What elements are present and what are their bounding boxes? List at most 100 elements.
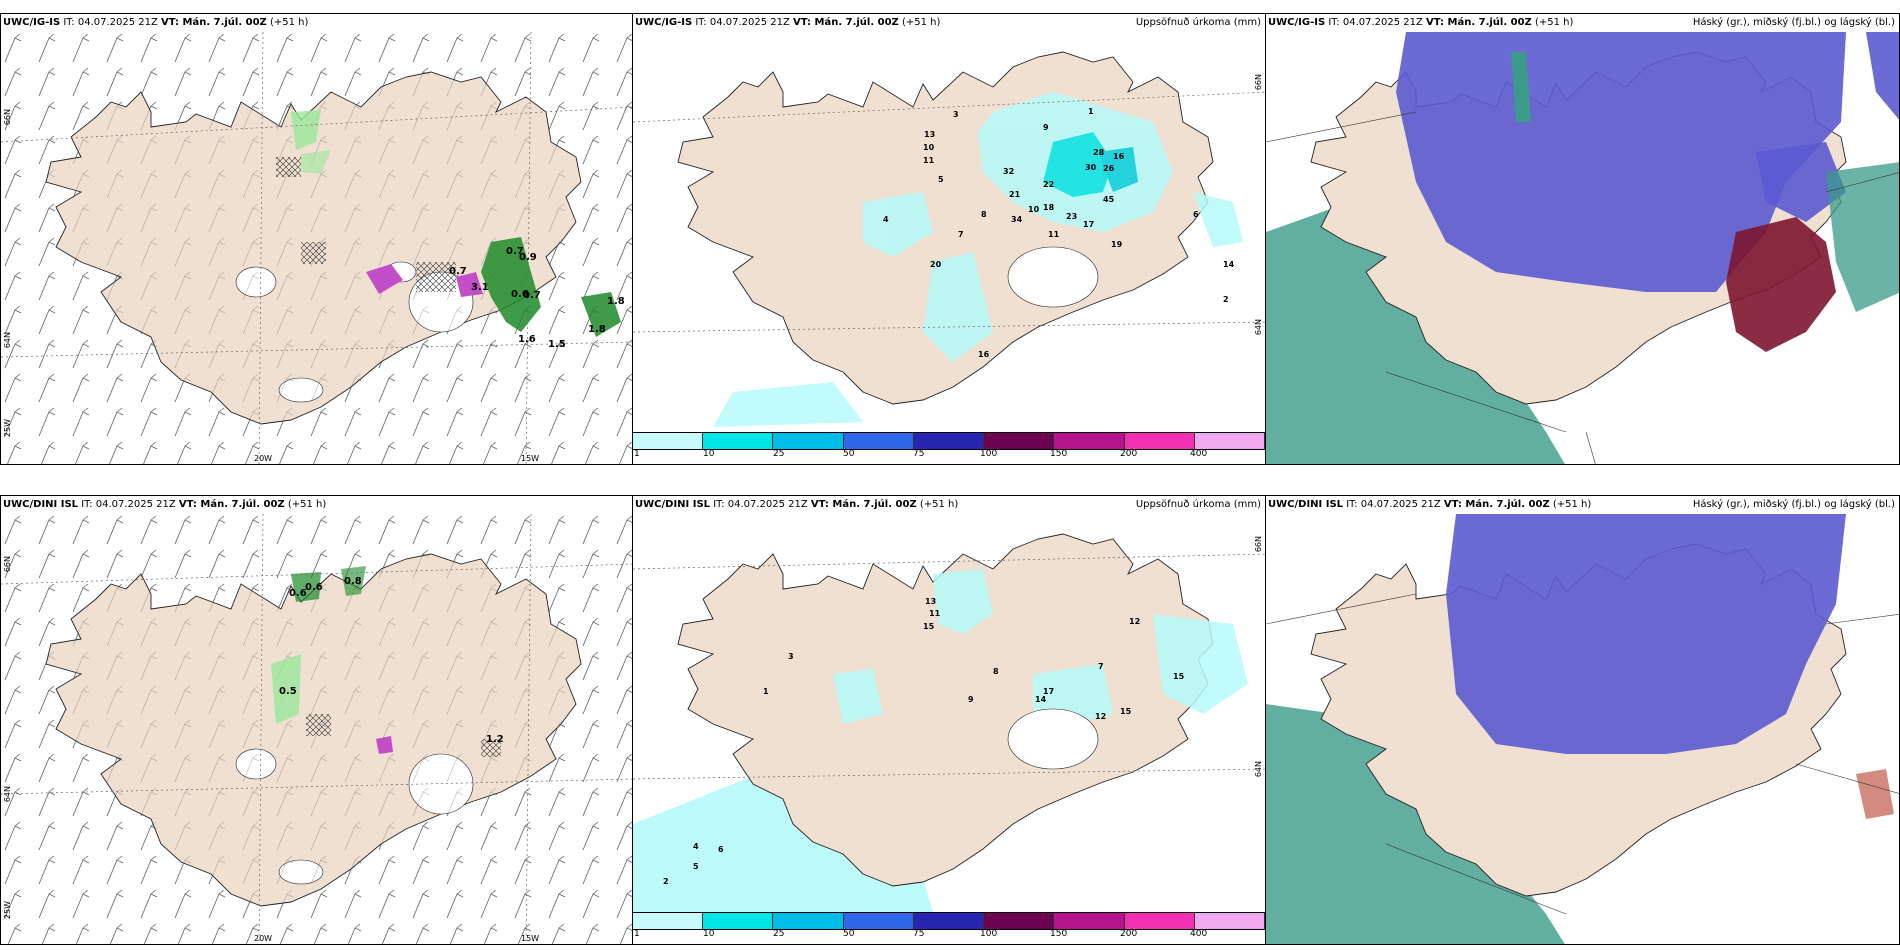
precip-value: 5: [938, 175, 944, 184]
precip-map: 13 11 15 12 17 14 15 12 15 6 8 5 4 2 3 1…: [633, 533, 1265, 912]
lat-label: 66N: [3, 109, 12, 126]
wind-value: 1.8: [607, 296, 625, 307]
model-name: UWC/IG-IS: [3, 17, 61, 28]
precip-value: 23: [1066, 212, 1077, 221]
lead-time: (+51 h): [266, 17, 309, 28]
legend-colorbar: [633, 432, 1265, 450]
wind-value: 0.9: [519, 252, 537, 263]
init-time: IT: 04.07.2025 21Z: [1325, 17, 1427, 28]
legend-tick: 100: [980, 929, 998, 939]
wind-value: 0.5: [279, 686, 297, 697]
legend-tick: 100: [980, 449, 998, 459]
legend-tick: 200: [1120, 449, 1138, 459]
model-name: UWC/DINI ISL: [635, 499, 711, 510]
precip-value: 10: [923, 143, 935, 152]
precip-value: 8: [993, 667, 999, 676]
legend-tick: 75: [913, 929, 925, 939]
panel-precip-top: UWC/IG-IS IT: 04.07.2025 21Z VT: Mán. 7.…: [632, 13, 1266, 465]
precip-value: 3: [953, 110, 959, 119]
precip-value: 2: [1223, 295, 1229, 304]
graticule: [1266, 593, 1899, 915]
cloud-high: [1396, 32, 1899, 292]
legend-ticks: 1 10 25 50 75 100 150 200 400: [633, 449, 1265, 461]
wind-value: 1.2: [486, 734, 504, 745]
precip-value: 13: [924, 130, 935, 139]
graticule: [1266, 111, 1899, 464]
cloud-map: [1266, 514, 1899, 944]
precip-legend: 1 10 25 50 75 100 150 200 400: [633, 432, 1265, 464]
lat-label: 66N: [1254, 74, 1263, 91]
legend-swatch: [773, 913, 844, 929]
precip-value: 28: [1093, 148, 1105, 157]
precip-value: 4: [883, 215, 889, 224]
wind-value: 0.6: [289, 588, 307, 599]
precip-value: 10: [1028, 205, 1040, 214]
precip-value: 3: [788, 652, 794, 661]
valid-time: VT: Mán. 7.júl. 00Z: [793, 17, 899, 28]
lat-label: 64N: [3, 786, 12, 803]
cloud-map: [1266, 32, 1899, 464]
legend-swatch: [703, 433, 774, 449]
valid-time: VT: Mán. 7.júl. 00Z: [810, 499, 917, 510]
legend-swatch: [633, 433, 704, 449]
wind-value: 0.6: [511, 289, 529, 300]
lat-label: 25W: [3, 901, 12, 920]
precip-values: 13 10 11 32 21 22 28 16 30 26 45 34 10 1…: [883, 107, 1235, 359]
lat-label: 25W: [3, 419, 12, 438]
precip-value: 32: [1003, 167, 1014, 176]
legend-tick: 200: [1120, 929, 1138, 939]
legend-swatch: [1194, 913, 1265, 929]
precip-value: 14: [1223, 260, 1235, 269]
precip-value: 34: [1011, 215, 1023, 224]
wind-value: 3.1: [471, 282, 489, 293]
lon-label: 20W: [254, 934, 273, 943]
valid-time: VT: Mán. 7.júl. 00Z: [1443, 499, 1550, 510]
init-time: IT: 04.07.2025 21Z: [78, 499, 179, 510]
panel-wind-top: UWC/IG-IS IT: 04.07.2025 21Z VT: Mán. 7.…: [0, 13, 633, 465]
precip-value: 1: [763, 687, 769, 696]
precip-value: 30: [1085, 163, 1097, 172]
legend-swatch: [984, 433, 1055, 449]
lat-label: 64N: [1254, 319, 1263, 336]
panel-title: Uppsöfnuð úrkoma (mm): [1135, 499, 1261, 510]
iceland-land: [677, 533, 1214, 887]
legend-swatch: [1124, 913, 1195, 929]
wind-map: 0.6 0.6 0.8 0.5 1.2: [1, 514, 632, 944]
panel-title: Uppsöfnuð úrkoma (mm): [1135, 17, 1261, 28]
lat-label: 64N: [3, 332, 12, 349]
legend-colorbar: [633, 912, 1265, 930]
panel-header: UWC/DINI ISL IT: 04.07.2025 21Z VT: Mán.…: [633, 496, 1265, 514]
precip-value: 2: [663, 877, 669, 886]
panel-header: UWC/DINI ISL IT: 04.07.2025 21Z VT: Mán.…: [1, 496, 632, 514]
valid-time: VT: Mán. 7.júl. 00Z: [1426, 17, 1532, 28]
legend-tick: 150: [1050, 929, 1068, 939]
legend-swatch: [1054, 913, 1125, 929]
graticule: [1, 514, 632, 944]
lon-label: 20W: [254, 454, 273, 463]
wind-values: 0.6 0.6 0.8 0.5 1.2: [279, 576, 504, 745]
wind-value: 0.7: [449, 266, 467, 277]
precip-values: 13 11 15 12 17 14 15 12 15 6 8 5 4 2 3 1…: [663, 597, 1185, 886]
precip-magenta-areas: [276, 157, 483, 297]
legend-swatch: [1194, 433, 1265, 449]
lead-time: (+51 h): [916, 499, 959, 510]
valid-time: VT: Mán. 7.júl. 00Z: [178, 499, 285, 510]
valid-time: VT: Mán. 7.júl. 00Z: [161, 17, 267, 28]
model-name: UWC/IG-IS: [1268, 17, 1326, 28]
wind-value: 0.7: [506, 246, 524, 257]
precip-value: 4: [693, 842, 699, 851]
init-time: IT: 04.07.2025 21Z: [60, 17, 162, 28]
cloud-high: [1446, 514, 1846, 754]
legend-swatch: [703, 913, 774, 929]
precip-value: 12: [1129, 617, 1140, 626]
init-time: IT: 04.07.2025 21Z: [1343, 499, 1444, 510]
lon-label: 15W: [521, 934, 540, 943]
init-time: IT: 04.07.2025 21Z: [710, 499, 811, 510]
precip-value: 18: [1043, 203, 1055, 212]
panel-header: UWC/IG-IS IT: 04.07.2025 21Z VT: Mán. 7.…: [1, 14, 632, 32]
legend-swatch: [843, 913, 914, 929]
graticule: [1, 32, 632, 464]
legend-swatch: [633, 913, 704, 929]
legend-tick: 1: [634, 449, 640, 459]
legend-swatch: [913, 433, 985, 449]
